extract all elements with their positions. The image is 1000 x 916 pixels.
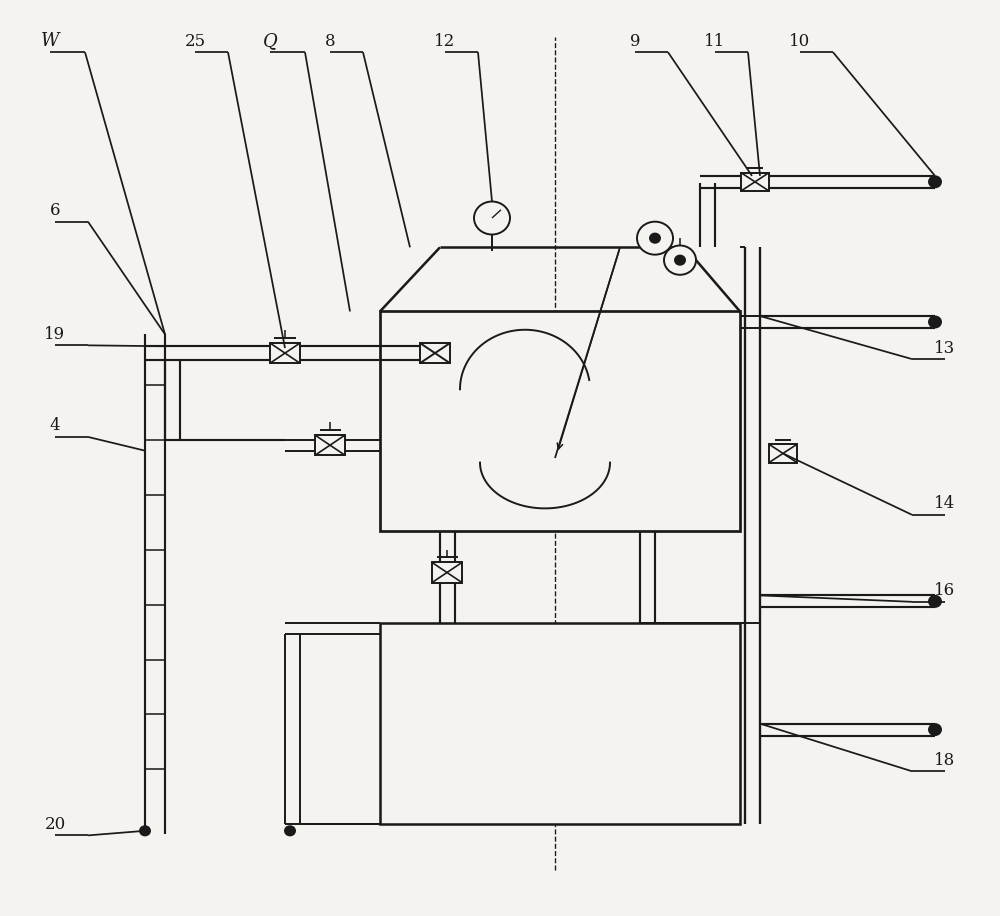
Circle shape <box>285 826 295 835</box>
Text: 12: 12 <box>434 33 456 49</box>
Circle shape <box>929 596 941 606</box>
Circle shape <box>929 317 941 328</box>
Bar <box>432 562 462 583</box>
Circle shape <box>474 202 510 234</box>
Text: 4: 4 <box>50 418 60 434</box>
Text: 19: 19 <box>44 326 66 343</box>
Circle shape <box>929 724 941 735</box>
Bar <box>420 343 450 363</box>
Text: 8: 8 <box>325 33 335 49</box>
Bar <box>741 172 769 191</box>
Circle shape <box>637 222 673 255</box>
Text: Q: Q <box>263 32 277 50</box>
Text: 13: 13 <box>934 340 956 356</box>
Text: 25: 25 <box>184 33 206 49</box>
Bar <box>769 444 797 463</box>
Circle shape <box>140 826 150 835</box>
Text: W: W <box>41 32 59 50</box>
Text: 16: 16 <box>934 583 956 599</box>
Circle shape <box>650 234 660 243</box>
Text: 11: 11 <box>704 33 726 49</box>
Circle shape <box>664 245 696 275</box>
Text: 6: 6 <box>50 202 60 219</box>
Bar <box>315 435 345 455</box>
Circle shape <box>675 256 685 265</box>
Text: 18: 18 <box>934 752 956 769</box>
Text: 20: 20 <box>44 816 66 833</box>
Circle shape <box>929 177 941 188</box>
Bar <box>270 343 300 363</box>
Text: 14: 14 <box>934 496 956 512</box>
Text: 9: 9 <box>630 33 640 49</box>
Text: 10: 10 <box>789 33 811 49</box>
Bar <box>380 623 740 824</box>
Bar <box>380 311 740 531</box>
